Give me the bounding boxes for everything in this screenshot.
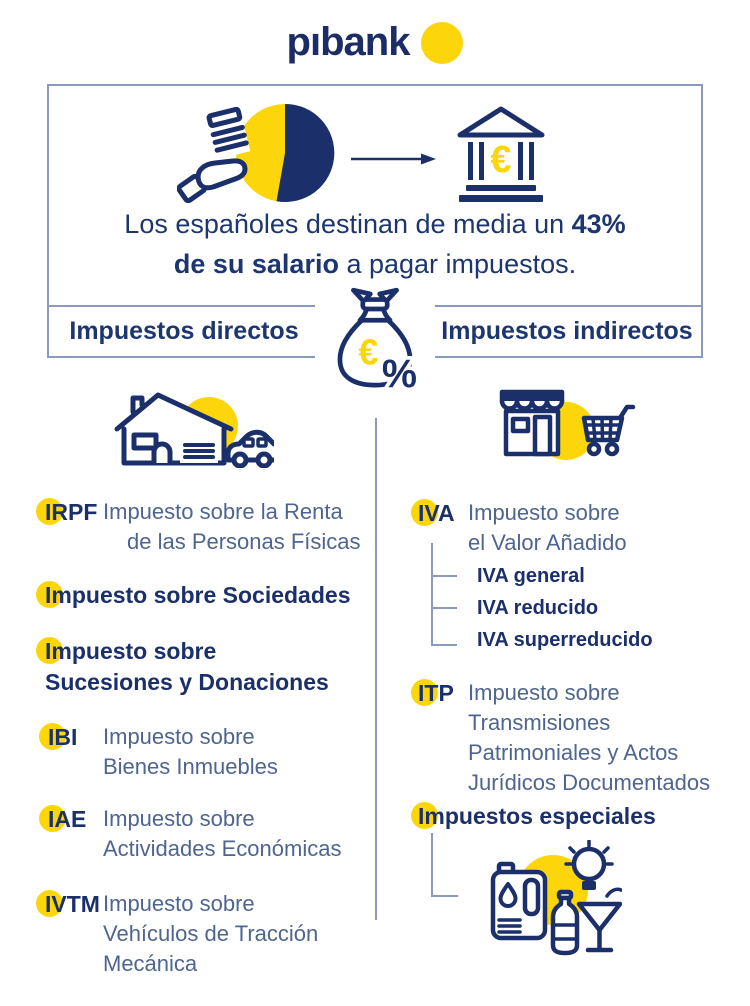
light-bulb-icon bbox=[571, 846, 607, 882]
tax-item-iva: IVA Impuesto sobre el Valor Añadido bbox=[411, 498, 627, 555]
tax-desc-itp: Impuesto sobre Transmisiones Patrimonial… bbox=[468, 678, 710, 798]
desc-line: Impuesto sobre bbox=[103, 806, 255, 831]
bullet-dot bbox=[36, 637, 63, 664]
euro-glyph: € bbox=[358, 332, 378, 372]
tax-item-ivtm: IVTM Impuesto sobre Vehículos de Tracció… bbox=[36, 889, 318, 976]
desc-line: Patrimoniales y Actos bbox=[468, 740, 679, 765]
brand-dot-icon bbox=[421, 21, 464, 64]
tax-acronym-irpf: IRPF bbox=[45, 499, 98, 525]
money-bag-percent-icon: € % bbox=[337, 287, 421, 400]
cocktail-garnish bbox=[605, 887, 622, 898]
tax-desc-iva: Impuesto sobre el Valor Añadido bbox=[468, 498, 627, 558]
desc-line: Bienes Inmuebles bbox=[103, 754, 278, 779]
iva-subtype-superreducido: IVA superreducido bbox=[477, 629, 653, 651]
especiales-connector-horizontal-line bbox=[431, 895, 458, 897]
percent-glyph: % bbox=[382, 352, 417, 396]
brand-wordmark: pıbank bbox=[286, 20, 411, 64]
bullet-dot bbox=[39, 805, 66, 832]
tax-desc-ivtm: Impuesto sobre Vehículos de Tracción Mec… bbox=[103, 889, 318, 979]
tax-item-irpf: IRPF Impuesto sobre la Renta de las Pers… bbox=[36, 497, 361, 554]
desc-line: Impuesto sobre bbox=[468, 680, 620, 705]
desc-line: Jurídicos Documentados bbox=[468, 770, 711, 795]
bullet-dot bbox=[36, 890, 63, 917]
bulb-rays bbox=[564, 840, 614, 866]
tax-item-ibi: IBI Impuesto sobre Bienes Inmuebles bbox=[39, 722, 278, 779]
tax-desc-irpf: Impuesto sobre la Renta de las Personas … bbox=[103, 497, 361, 557]
bullet-dot bbox=[411, 679, 438, 706]
hero-panel: € Los españoles destinan de media un 43%… bbox=[47, 84, 703, 400]
tax-acronym-itp: ITP bbox=[418, 680, 454, 706]
cocktail-glass-icon bbox=[576, 901, 622, 933]
money-bag-backdrop: € % bbox=[315, 282, 435, 400]
iva-tree-branch-line bbox=[431, 607, 457, 609]
headline-regular2: a pagar impuestos. bbox=[346, 249, 577, 279]
headline-regular: Los españoles destinan de media un bbox=[124, 209, 565, 239]
iva-subtype-general: IVA general bbox=[477, 565, 585, 587]
iva-subtype-reducido: IVA reducido bbox=[477, 597, 599, 619]
column-divider-line bbox=[375, 418, 377, 920]
desc-line: Impuesto sobre bbox=[468, 500, 620, 525]
euro-glyph: € bbox=[490, 139, 511, 181]
bullet-dot bbox=[36, 581, 63, 608]
tax-acronym-ibi: IBI bbox=[48, 724, 78, 750]
arrow-right-icon bbox=[351, 153, 436, 165]
desc-line: de las Personas Físicas bbox=[127, 529, 361, 554]
headline-line1: Los españoles destinan de media un 43% bbox=[49, 204, 701, 244]
tax-item-sociedades: Impuesto sobre Sociedades bbox=[36, 580, 351, 611]
desc-line: Mecánica bbox=[103, 951, 198, 976]
desc-line: Vehículos de Tracción bbox=[103, 921, 319, 946]
desc-line: el Valor Añadido bbox=[468, 530, 627, 555]
desc-line: Impuesto sobre bbox=[103, 891, 255, 916]
iva-tree-branch-line bbox=[431, 575, 457, 577]
tax-acronym-iva: IVA bbox=[418, 500, 455, 526]
bullet-dot bbox=[39, 723, 66, 750]
tax-item-iae: IAE Impuesto sobre Actividades Económica… bbox=[39, 804, 341, 861]
hand-coins-pie-icon bbox=[177, 103, 335, 204]
category-direct-title: Impuestos directos bbox=[69, 317, 299, 345]
headline: Los españoles destinan de media un 43% d… bbox=[49, 204, 701, 284]
iva-tree-branch-line bbox=[431, 644, 457, 646]
headline-bold-43pct: 43% bbox=[571, 209, 626, 239]
tax-label-sociedades: Impuesto sobre Sociedades bbox=[45, 582, 351, 608]
fuel-bulb-alcohol-icons bbox=[490, 840, 622, 956]
desc-line: Transmisiones bbox=[468, 710, 611, 735]
desc-line: Actividades Económicas bbox=[103, 836, 342, 861]
iva-tree-trunk-line bbox=[431, 543, 433, 646]
house-car-icon bbox=[114, 392, 274, 468]
tax-acronym-iae: IAE bbox=[48, 806, 87, 832]
brand-logo: pıbank bbox=[0, 20, 750, 65]
tax-acronym-ivtm: IVTM bbox=[45, 891, 100, 917]
bullet-dot bbox=[411, 802, 438, 829]
tax-item-sucesiones: Impuesto sobre Sucesiones y Donaciones bbox=[36, 636, 329, 698]
desc-line: Impuesto sobre bbox=[103, 724, 255, 749]
desc-line: Impuesto sobre la Renta bbox=[103, 499, 343, 524]
bold-line: Impuesto sobre bbox=[45, 638, 217, 664]
shop-cart-icon bbox=[499, 389, 636, 460]
tax-label-especiales: Impuestos especiales bbox=[418, 803, 656, 829]
oil-drop bbox=[498, 882, 518, 908]
tax-item-itp: ITP Impuesto sobre Transmisiones Patrimo… bbox=[411, 678, 710, 795]
bank-euro-icon: € bbox=[457, 106, 545, 202]
tax-desc-ibi: Impuesto sobre Bienes Inmuebles bbox=[103, 722, 278, 782]
bullet-dot bbox=[36, 498, 63, 525]
category-indirect-title: Impuestos indirectos bbox=[441, 317, 693, 345]
headline-bold-salario: de su salario bbox=[173, 249, 339, 279]
bold-line: Sucesiones y Donaciones bbox=[45, 669, 329, 695]
headline-line2: de su salario a pagar impuestos. bbox=[49, 244, 701, 284]
tax-desc-iae: Impuesto sobre Actividades Económicas bbox=[103, 804, 341, 864]
tax-label-sucesiones: Impuesto sobre Sucesiones y Donaciones bbox=[45, 636, 329, 698]
especiales-connector-vertical-line bbox=[431, 833, 433, 897]
bullet-dot bbox=[411, 499, 438, 526]
tax-item-especiales: Impuestos especiales bbox=[411, 801, 656, 832]
